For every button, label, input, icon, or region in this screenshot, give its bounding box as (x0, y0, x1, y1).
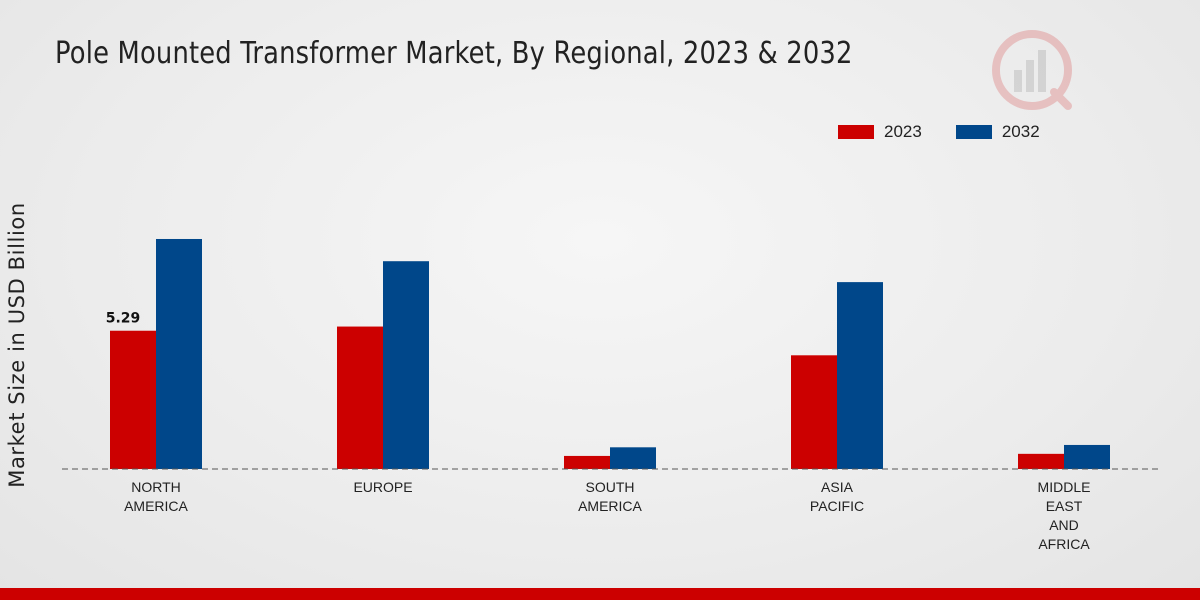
legend-item-2023: 2023 (838, 122, 922, 142)
bar-2032-south-america (610, 447, 656, 469)
bar-2032-europe (383, 261, 429, 469)
x-tick-label: MIDDLE EAST AND AFRICA (1038, 479, 1091, 552)
x-tick-label-line: SOUTH (586, 479, 635, 495)
bar-2032-north-america (156, 238, 202, 469)
x-tick-label-line: EUROPE (353, 479, 412, 495)
legend-swatch-2023 (838, 125, 874, 139)
bar-2032-asia-pacific (837, 282, 883, 469)
data-label: 5.29 (106, 311, 141, 327)
watermark-logo-icon (992, 30, 1072, 110)
bar-2032-middle-east-and-africa (1064, 444, 1110, 469)
x-tick-label-line: AMERICA (578, 498, 642, 514)
x-tick-label: ASIA PACIFIC (810, 479, 864, 514)
x-tick-label-line: AMERICA (124, 498, 188, 514)
x-tick-labels: NORTH AMERICA EUROPE SOUTH AMERICA ASIA PACIFI… (124, 479, 1090, 552)
legend-label-2023: 2023 (884, 122, 922, 141)
legend: 2023 2032 (838, 122, 1074, 142)
page-title: Pole Mounted Transformer Market, By Regi… (55, 36, 853, 71)
legend-label-2032: 2032 (1001, 122, 1040, 141)
x-tick-label-line: ASIA (821, 479, 854, 495)
x-tick-label-line: AND (1049, 517, 1079, 533)
bar-2023-south-america (564, 455, 610, 469)
x-tick-label: NORTH AMERICA (124, 479, 188, 514)
bar-2023-europe (337, 326, 383, 469)
bars-layer (110, 238, 1110, 469)
legend-item-2032: 2032 (955, 122, 1040, 142)
x-tick-label-line: NORTH (131, 479, 181, 495)
x-tick-label-line: MIDDLE (1038, 479, 1091, 495)
bar-2023-middle-east-and-africa (1018, 453, 1064, 469)
x-tick-label: EUROPE (353, 479, 412, 495)
bottom-accent-bar (0, 588, 1200, 600)
data-labels-layer: 5.29 (106, 311, 141, 327)
x-tick-label-line: AFRICA (1038, 536, 1090, 552)
x-tick-label: SOUTH AMERICA (578, 479, 642, 514)
x-tick-label-line: PACIFIC (810, 498, 864, 514)
legend-swatch-2032 (955, 125, 992, 139)
bar-2023-north-america (110, 330, 156, 469)
bar-2023-asia-pacific (791, 355, 837, 469)
x-tick-label-line: EAST (1046, 498, 1083, 514)
